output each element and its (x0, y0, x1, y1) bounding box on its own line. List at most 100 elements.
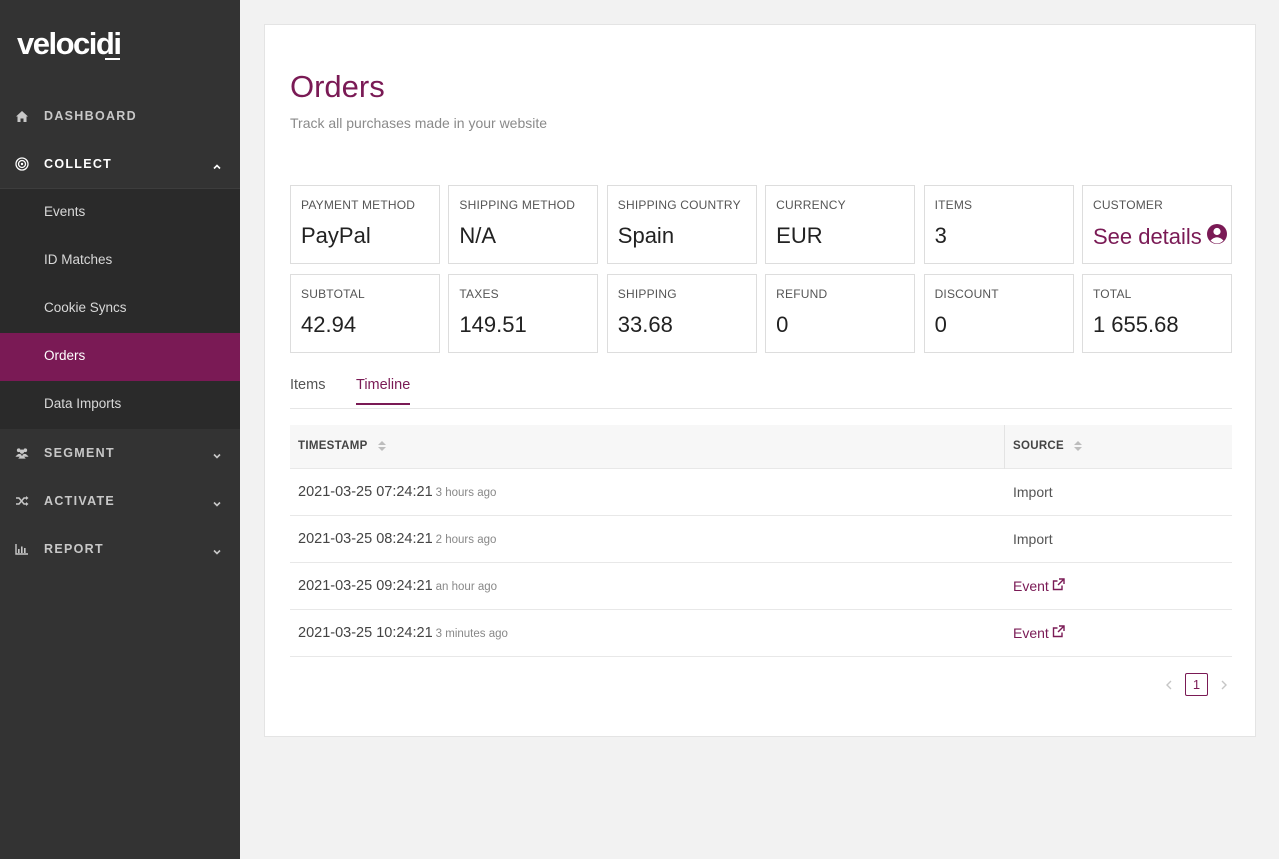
table-row: 2021-03-25 09:24:21 an hour ago Event (290, 563, 1232, 610)
collect-submenu: Events ID Matches Cookie Syncs Orders Da… (0, 188, 240, 429)
sidebar-nav: DASHBOARD COLLECT Events ID Matches Cook… (0, 92, 240, 573)
timestamp-cell: 2021-03-25 08:24:21 2 hours ago (298, 531, 496, 547)
order-tabs: Items Timeline (290, 375, 1232, 409)
stat-label: SHIPPING (617, 287, 677, 301)
timestamp-cell: 2021-03-25 09:24:21 an hour ago (298, 578, 497, 594)
see-details-label: See details (1092, 224, 1202, 249)
tab-timeline[interactable]: Timeline (356, 377, 411, 405)
sidebar-item-label: ACTIVATE (44, 494, 116, 508)
source-cell: Import (1013, 484, 1053, 500)
sidebar-item-cookie-syncs[interactable]: Cookie Syncs (0, 285, 240, 333)
stat-shipping-country: SHIPPING COUNTRY Spain (606, 185, 757, 264)
source-value: Import (1013, 484, 1053, 500)
timestamp-value: 2021-03-25 07:24:21 (298, 484, 433, 500)
column-header-label: TIMESTAMP (298, 440, 368, 452)
table-row: 2021-03-25 08:24:21 2 hours ago Import (290, 516, 1232, 563)
stat-subtotal: SUBTOTAL 42.94 (290, 274, 440, 353)
stat-label: TOTAL (1092, 287, 1132, 301)
relative-time: 3 minutes ago (435, 628, 508, 640)
stat-label: SHIPPING COUNTRY (617, 198, 741, 212)
sidebar-item-dashboard[interactable]: DASHBOARD (0, 92, 240, 140)
external-link-icon (1052, 578, 1065, 594)
stat-total: TOTAL 1 655.68 (1081, 274, 1232, 353)
sidebar-item-id-matches[interactable]: ID Matches (0, 237, 240, 285)
stat-label: TAXES (459, 287, 499, 301)
source-value: Event (1013, 625, 1049, 641)
stat-value: 149.51 (459, 312, 527, 337)
stat-value: 1 655.68 (1092, 312, 1179, 337)
timestamp-value: 2021-03-25 10:24:21 (298, 625, 433, 641)
stat-label: CURRENCY (776, 198, 846, 212)
column-header-timestamp[interactable]: TIMESTAMP (298, 440, 386, 452)
stat-label: ITEMS (934, 198, 973, 212)
stat-payment-method: PAYMENT METHOD PayPal (290, 185, 440, 264)
timestamp-cell: 2021-03-25 07:24:21 3 hours ago (298, 484, 496, 500)
stat-value: 33.68 (617, 312, 673, 337)
sidebar-item-label: Data Imports (44, 396, 122, 411)
stat-value: PayPal (301, 223, 371, 248)
stat-discount: DISCOUNT 0 (923, 274, 1074, 353)
users-icon (15, 446, 29, 460)
stat-refund: REFUND 0 (765, 274, 916, 353)
logo[interactable]: velocidi (17, 26, 122, 61)
timestamp-value: 2021-03-25 08:24:21 (298, 531, 433, 547)
relative-time: 2 hours ago (435, 534, 497, 546)
see-details-link[interactable]: See details (1093, 223, 1228, 251)
event-link[interactable]: Event (1013, 625, 1065, 641)
page-subtitle: Track all purchases made in your website (290, 115, 548, 131)
stat-label: PAYMENT METHOD (301, 198, 416, 212)
table-header: TIMESTAMP SOURCE (290, 425, 1232, 469)
prev-page-icon[interactable] (1161, 677, 1177, 693)
sidebar-item-activate[interactable]: ACTIVATE (0, 477, 240, 525)
next-page-icon[interactable] (1216, 677, 1232, 693)
stat-value: 3 (934, 223, 947, 248)
user-circle-icon (1206, 223, 1228, 251)
sidebar-item-label: SEGMENT (44, 446, 115, 460)
chevron-down-icon (212, 544, 222, 555)
source-value: Import (1013, 531, 1053, 547)
sidebar-item-label: Cookie Syncs (44, 300, 127, 315)
stat-items: ITEMS 3 (923, 185, 1074, 264)
sidebar-item-events[interactable]: Events (0, 189, 240, 237)
sort-icon (377, 441, 386, 451)
shuffle-icon (15, 494, 29, 508)
stat-value: N/A (459, 223, 497, 248)
sidebar-item-report[interactable]: REPORT (0, 525, 240, 573)
sort-icon (1074, 441, 1083, 451)
stat-value: 0 (934, 312, 947, 337)
stat-label: SHIPPING METHOD (459, 198, 576, 212)
column-header-source[interactable]: SOURCE (1013, 440, 1083, 452)
chevron-down-icon (212, 448, 222, 459)
stat-value: EUR (776, 223, 823, 248)
source-value: Event (1013, 578, 1049, 594)
chevron-up-icon (212, 159, 222, 170)
sidebar-item-data-imports[interactable]: Data Imports (0, 381, 240, 429)
stat-label: SUBTOTAL (301, 287, 365, 301)
sidebar-item-label: Orders (44, 348, 86, 363)
sidebar-item-orders[interactable]: Orders (0, 333, 240, 381)
table-row: 2021-03-25 10:24:21 3 minutes ago Event (290, 610, 1232, 657)
home-icon (15, 109, 29, 123)
timestamp-value: 2021-03-25 09:24:21 (298, 578, 433, 594)
stat-customer: CUSTOMER See details (1081, 185, 1232, 264)
bar-chart-icon (15, 542, 29, 556)
sidebar-item-collect[interactable]: COLLECT (0, 140, 240, 188)
stat-currency: CURRENCY EUR (765, 185, 916, 264)
event-link[interactable]: Event (1013, 578, 1065, 594)
stat-value: 0 (776, 312, 789, 337)
stat-label: CUSTOMER (1092, 198, 1164, 212)
relative-time: 3 hours ago (435, 487, 497, 499)
page-number-button[interactable]: 1 (1185, 673, 1208, 696)
stat-taxes: TAXES 149.51 (448, 274, 599, 353)
sidebar-item-segment[interactable]: SEGMENT (0, 429, 240, 477)
sidebar-item-label: DASHBOARD (44, 109, 137, 123)
order-card: Orders Track all purchases made in your … (264, 24, 1256, 737)
tab-items[interactable]: Items (290, 377, 326, 393)
sidebar-item-label: ID Matches (44, 252, 113, 267)
sidebar: velocidi DASHBOARD COLLECT Events ID Mat… (0, 0, 240, 859)
page-title: Orders (290, 69, 385, 104)
order-stats: PAYMENT METHOD PayPal SHIPPING METHOD N/A … (290, 185, 1232, 353)
column-divider (1004, 425, 1005, 469)
external-link-icon (1052, 625, 1065, 641)
stat-label: DISCOUNT (934, 287, 999, 301)
